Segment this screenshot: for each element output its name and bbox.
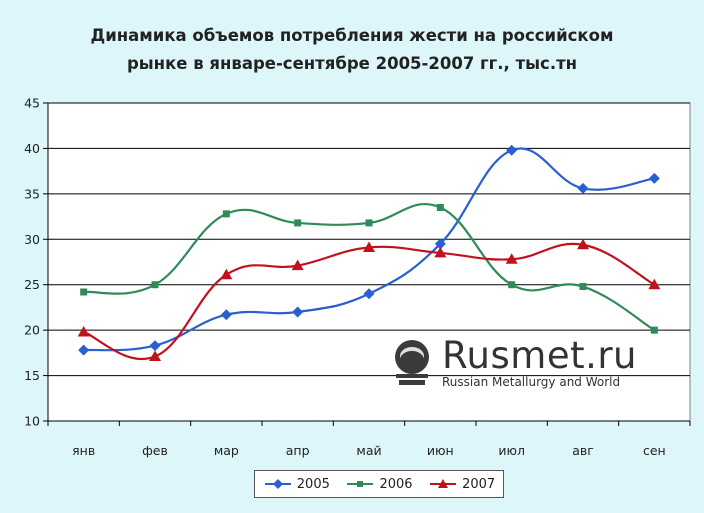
chart-title-line-1: Динамика объемов потребления жести на ро…: [90, 26, 614, 45]
series-line-2005: [83, 147, 655, 352]
x-tick-label: авг: [572, 443, 594, 458]
x-tick-label: апр: [286, 443, 310, 458]
x-tick-label: сен: [643, 443, 666, 458]
x-tick-label: янв: [72, 443, 95, 458]
data-point-2007: [505, 253, 518, 264]
legend-item-2006: 2006: [345, 476, 413, 492]
x-tick-label: июл: [498, 443, 525, 458]
y-tick-label: 40: [24, 141, 40, 156]
data-point-2006: [151, 281, 159, 289]
x-tick-label: фев: [142, 443, 168, 458]
y-tick-label: 45: [24, 96, 40, 111]
data-point-2006: [436, 203, 444, 211]
legend-marker-icon: [430, 479, 457, 488]
data-point-2007: [648, 278, 661, 290]
data-point-2006: [650, 326, 658, 334]
data-point-2006: [579, 283, 587, 291]
data-point-2005: [577, 182, 589, 194]
data-point-2005: [78, 344, 90, 356]
data-point-2006: [365, 219, 373, 227]
data-point-2007: [220, 268, 233, 280]
chart-title: Динамика объемов потребления жести на ро…: [0, 22, 704, 78]
legend-marker-icon: [264, 479, 291, 489]
series-line-2007: [83, 242, 655, 360]
data-point-2007: [363, 241, 375, 252]
data-point-2005: [648, 172, 660, 184]
legend-label: 2005: [296, 476, 330, 492]
data-point-2007: [291, 259, 304, 271]
watermark-subtitle: Russian Metallurgy and World: [442, 375, 621, 389]
data-point-2006: [222, 210, 230, 218]
chart-title-line-2: рынке в январе-сентябре 2005-2007 гг., т…: [126, 54, 578, 73]
legend-label: 2006: [379, 476, 413, 492]
legend-item-2007: 2007: [428, 477, 495, 492]
data-point-2005: [506, 144, 518, 156]
data-point-2006: [294, 219, 302, 227]
chart-legend: 2005 2006 2007: [254, 470, 504, 498]
data-point-2006: [80, 288, 88, 296]
x-tick-label: июн: [427, 443, 454, 458]
data-point-2005: [292, 306, 304, 318]
data-point-2007: [77, 325, 90, 337]
y-tick-label: 20: [24, 323, 40, 338]
y-tick-label: 25: [24, 277, 40, 292]
data-point-2007: [149, 350, 161, 361]
plot-area: [47, 102, 691, 422]
data-point-2007: [434, 246, 447, 258]
y-tick-label: 15: [24, 368, 40, 383]
rusmet-watermark: Rusmet.ru Russian Metallurgy and World: [390, 336, 637, 389]
watermark-name: Rusmet.ru: [442, 334, 638, 377]
x-tick-label: мар: [214, 443, 239, 458]
x-tick-label: май: [356, 443, 381, 458]
data-point-2005: [363, 288, 375, 300]
data-point-2005: [220, 309, 232, 321]
data-point-2005: [434, 238, 446, 250]
legend-label: 2007: [462, 476, 496, 492]
y-tick-label: 30: [24, 232, 40, 247]
y-tick-label: 35: [24, 186, 40, 201]
legend-item-2005: 2005: [263, 477, 330, 492]
data-point-2007: [577, 238, 589, 250]
legend-marker-icon: [347, 481, 374, 487]
rusmet-logo-icon: [395, 339, 429, 385]
data-point-2005: [149, 340, 161, 352]
y-tick-label: 10: [24, 414, 40, 429]
data-point-2006: [508, 281, 516, 289]
